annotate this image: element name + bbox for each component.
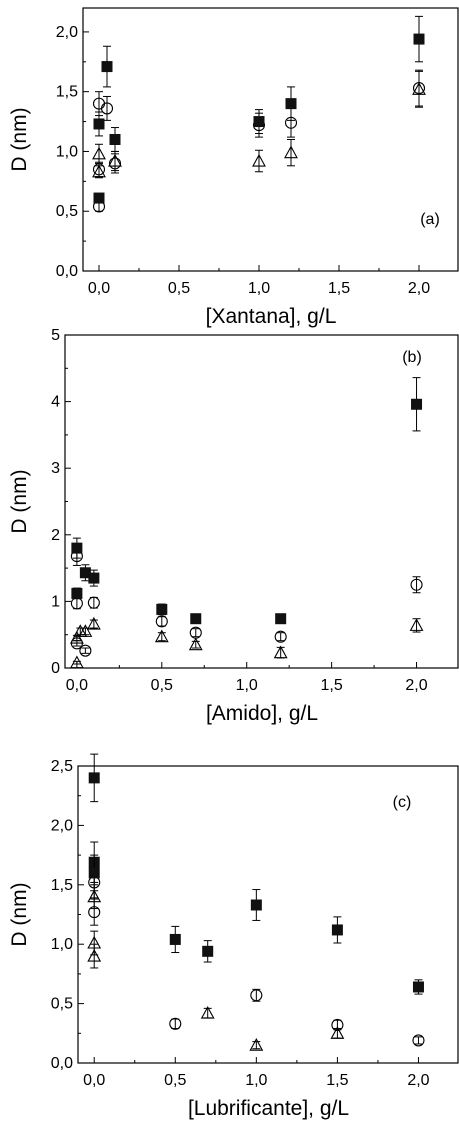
data-point-filled-square [413,15,425,63]
panel-label: (c) [393,794,412,811]
plot-frame [64,334,459,669]
y-tick-label: 4 [51,394,60,411]
data-point-filled-square [250,889,262,921]
data-point-open-circle [410,576,423,594]
data-point-open-triangle [273,645,288,659]
y-tick-label: 0,5 [56,203,78,220]
data-point-open-circle [88,898,101,926]
y-tick-label: 1,0 [51,936,73,953]
y-axis-label: D (nm) [8,107,31,171]
y-tick-label: 2,5 [51,758,73,775]
x-tick-label: 1,5 [321,677,343,694]
data-point-open-circle [70,637,83,650]
x-tick-label: 0,5 [151,677,173,694]
data-point-open-triangle [188,637,203,651]
data-point-open-triangle [200,1005,215,1019]
y-axis-label: D (nm) [8,469,31,533]
data-point-open-triangle [69,655,84,669]
data-point-open-circle [274,630,287,643]
data-point-open-triangle [284,139,298,167]
data-point-open-circle [100,95,114,121]
data-point-open-circle [412,69,426,107]
x-tick-label: 2,0 [405,677,427,694]
data-point-filled-square [411,377,423,432]
x-tick-label: 2,0 [407,1072,429,1089]
data-point-filled-square [93,192,105,204]
data-point-filled-square [88,753,100,803]
data-point-open-triangle [409,618,424,633]
x-axis-label: [Lubrificante], g/L [188,1097,349,1120]
data-point-open-circle [87,596,100,609]
y-tick-label: 0,0 [51,1055,73,1072]
data-point-open-circle [331,1018,344,1032]
data-point-filled-square [88,854,100,892]
data-point-filled-square [101,45,113,88]
y-axis-label: D (nm) [8,882,31,946]
data-point-filled-square [71,587,83,600]
data-point-open-circle [412,1034,425,1047]
x-tick-label: 1,0 [245,1072,267,1089]
y-tick-label: 3 [51,460,60,477]
data-point-filled-square [412,979,424,995]
y-tick-label: 1,0 [56,143,78,160]
data-point-open-circle [70,597,83,610]
data-point-filled-square [93,111,105,137]
data-point-open-triangle [330,1026,345,1039]
data-point-filled-square [275,613,287,625]
data-point-open-triangle [86,616,101,630]
x-axis-label: [Amido], g/L [206,702,318,725]
y-tick-label: 2,0 [51,817,73,834]
x-tick-label: 0,0 [83,1072,105,1089]
data-point-open-triangle [87,943,102,969]
panel-c: 0,0 0,5 1,0 1,5 2,0 0,0 0,5 1,0 1,5 2,0 2,5 [Lubrif… [8,753,459,1120]
data-point-filled-square [156,603,168,616]
panel-label: (b) [402,349,422,366]
x-tick-label: 2,0 [408,280,430,297]
x-tick-label: 1,5 [326,1072,348,1089]
data-point-open-circle [155,615,168,628]
x-tick-label: 1,0 [248,280,270,297]
data-point-open-circle [189,626,202,639]
panel-b: 0,0 0,5 1,0 1,5 2,0 0 1 2 3 4 5 [Amido], g/L D (nm) (… [8,327,459,725]
data-point-open-circle [79,644,92,657]
x-axis-label: [Xantana], g/L [206,305,337,328]
x-tick-label: 1,5 [328,280,350,297]
y-tick-label: 2 [51,527,60,544]
y-tick-label: 1,5 [56,84,78,101]
y-tick-label: 1 [51,593,60,610]
data-point-open-triangle [154,629,169,643]
y-tick-label: 0,5 [51,996,73,1013]
data-point-filled-square [253,109,265,135]
data-point-open-triangle [249,1038,264,1051]
data-point-filled-square [88,569,100,587]
data-point-filled-square [169,925,181,954]
data-point-open-circle [92,161,106,178]
y-tick-label: 5 [51,327,60,344]
panel-a: 0,0 0,5 1,0 1,5 2,0 0,0 0,5 1,0 1,5 2,0 [Xantana],… [8,7,459,328]
data-point-filled-square [109,127,121,152]
y-tick-label: 1,5 [51,877,73,894]
data-point-filled-square [71,537,83,559]
y-tick-label: 0 [51,660,60,677]
data-point-open-circle [250,988,263,1002]
data-point-open-circle [108,153,122,174]
data-point-filled-square [190,613,202,625]
y-tick-label: 2,0 [56,24,78,41]
data-point-open-triangle [92,143,106,164]
panel-label: (a) [420,211,440,228]
data-point-filled-square [202,940,214,963]
y-tick-label: 0,0 [56,263,78,280]
x-tick-label: 1,0 [236,677,258,694]
x-tick-label: 0,0 [66,677,88,694]
data-point-open-circle [169,1017,182,1030]
x-tick-label: 0,5 [164,1072,186,1089]
data-point-filled-square [331,916,343,944]
x-tick-label: 0,5 [168,280,190,297]
data-point-filled-square [285,86,297,121]
plot-frame [82,7,459,272]
data-point-open-triangle [252,149,266,173]
x-tick-label: 0,0 [88,280,110,297]
